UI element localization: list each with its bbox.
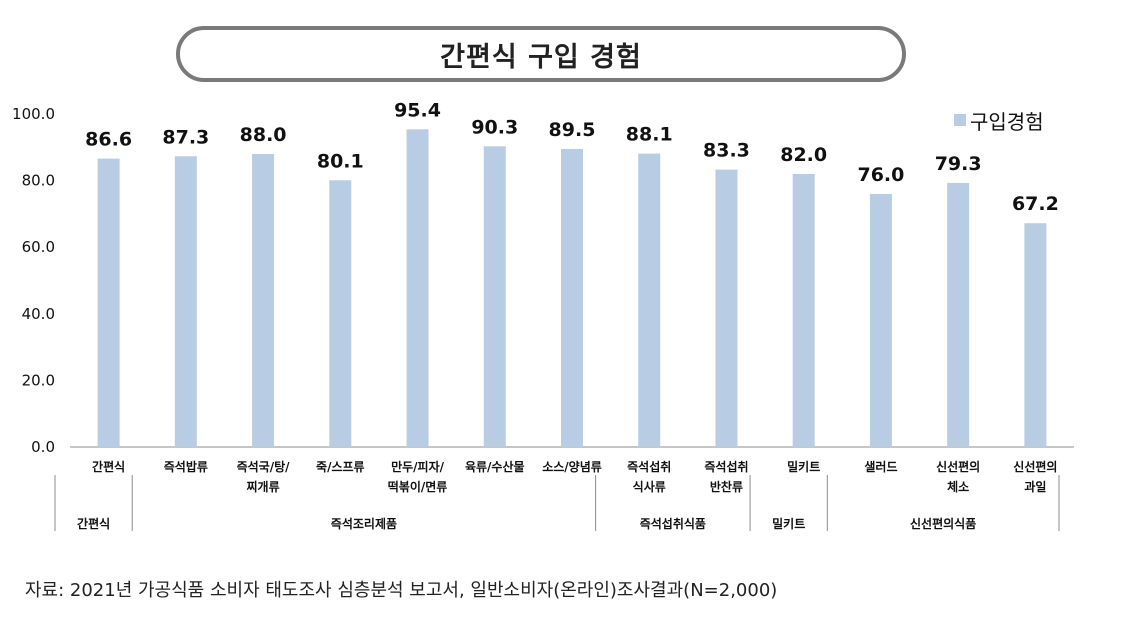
- y-tick-label: 100.0: [12, 105, 55, 123]
- data-label: 86.6: [85, 129, 132, 151]
- bar: [638, 153, 661, 447]
- data-label: 88.1: [626, 124, 673, 146]
- category-label: 식사류: [633, 479, 666, 494]
- category-label: 신선편의: [1013, 459, 1057, 474]
- category-label: 신선편의: [936, 459, 980, 474]
- data-label: 88.0: [240, 124, 287, 146]
- bar: [715, 169, 738, 447]
- group-label: 신선편의식품: [910, 516, 976, 531]
- chart-title: 간편식 구입 경험: [440, 41, 642, 73]
- category-label: 떡볶이/면류: [388, 479, 448, 494]
- bar: [869, 193, 892, 447]
- category-label: 체소: [947, 479, 969, 494]
- category-label: 소스/양념류: [542, 459, 602, 474]
- bar: [483, 146, 506, 447]
- bar: [947, 182, 970, 447]
- data-label: 83.3: [703, 140, 750, 162]
- bar: [792, 173, 815, 447]
- category-label: 밀키트: [787, 459, 820, 474]
- bar: [406, 129, 429, 447]
- category-label: 즉석국/탕/: [237, 459, 291, 474]
- category-label: 과일: [1024, 479, 1046, 494]
- data-label: 82.0: [780, 144, 827, 166]
- category-label: 육류/수산물: [465, 459, 525, 474]
- bar: [561, 148, 583, 447]
- source-note: 자료: 2021년 가공식품 소비자 태도조사 심층분석 보고서, 일반소비자(…: [25, 580, 778, 601]
- bar: [1024, 223, 1047, 447]
- group-label: 밀키트: [772, 516, 805, 531]
- bar: [329, 180, 352, 447]
- data-label: 95.4: [394, 99, 441, 121]
- y-tick-label: 40.0: [22, 305, 55, 323]
- category-label: 즉석섭취: [704, 459, 748, 474]
- bar: [174, 156, 197, 447]
- legend-label: 구입경험: [970, 110, 1044, 134]
- category-label: 만두/피자/: [391, 459, 445, 474]
- category-label: 즉석밥류: [164, 459, 208, 474]
- legend-swatch: [954, 114, 966, 126]
- data-label: 89.5: [549, 119, 596, 141]
- category-label: 샐러드: [864, 459, 897, 474]
- category-label: 간편식: [92, 459, 125, 474]
- bar: [97, 158, 120, 447]
- category-label: 반찬류: [710, 479, 743, 494]
- group-label: 간편식: [77, 516, 110, 531]
- data-label: 67.2: [1012, 193, 1059, 215]
- data-label: 76.0: [857, 164, 904, 186]
- y-tick-label: 0.0: [31, 438, 55, 456]
- data-label: 87.3: [162, 126, 209, 148]
- bar: [252, 153, 275, 447]
- y-tick-label: 20.0: [22, 371, 55, 389]
- category-label: 찌개류: [247, 479, 280, 494]
- data-label: 79.3: [935, 153, 982, 175]
- chart-title-box: 간편식 구입 경험: [176, 26, 906, 82]
- y-tick-label: 80.0: [22, 172, 55, 190]
- data-label: 80.1: [317, 150, 364, 172]
- category-label: 즉석섭취: [627, 459, 671, 474]
- y-tick-label: 60.0: [22, 238, 55, 256]
- group-label: 즉석조리제품: [331, 516, 397, 531]
- data-label: 90.3: [471, 116, 518, 138]
- group-label: 즉석섭취식품: [640, 516, 706, 531]
- category-label: 죽/스프류: [316, 460, 365, 474]
